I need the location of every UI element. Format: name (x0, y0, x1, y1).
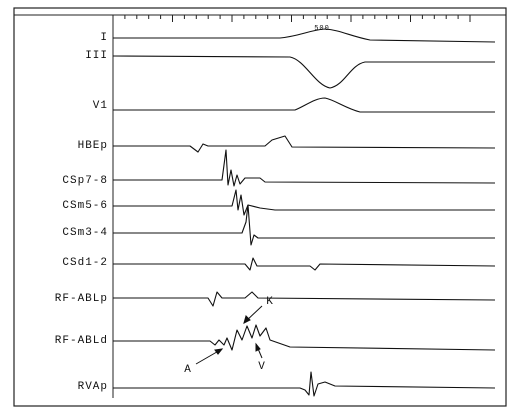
channel-label: RF-ABLd (55, 335, 108, 347)
annotation: K (266, 296, 274, 308)
trace (113, 97, 495, 113)
channel-label: RVAp (78, 381, 108, 393)
channel-label: CSp7-8 (62, 175, 108, 187)
frame (13, 7, 507, 407)
arrowhead (214, 348, 224, 355)
channel-label: V1 (93, 100, 108, 112)
trace (112, 55, 495, 89)
traces (112, 28, 496, 397)
channel-label: RF-ABLp (55, 293, 108, 305)
trace (113, 371, 496, 397)
trace (113, 204, 495, 246)
trace (113, 291, 496, 307)
annotation: V (258, 361, 266, 373)
trace (113, 135, 496, 153)
channel-label: III (85, 50, 108, 62)
arrowhead (243, 315, 251, 324)
trace (113, 324, 496, 351)
annotation: A (184, 364, 192, 376)
trace (113, 257, 496, 271)
trace (113, 149, 496, 187)
channel-label: CSm5-6 (62, 200, 108, 212)
channel-label: CSm3-4 (62, 227, 108, 239)
trace (113, 189, 495, 216)
channel-labels: IIIIV1HBEpCSp7-8CSm5-6CSm3-4CSd1-2RF-ABL… (55, 32, 108, 393)
channel-label: I (100, 32, 108, 44)
channel-label: CSd1-2 (62, 257, 108, 269)
trace (113, 28, 496, 43)
channel-label: HBEp (78, 140, 108, 152)
arrows (195, 305, 263, 365)
arrowhead (255, 342, 261, 352)
tick-row (112, 15, 471, 22)
